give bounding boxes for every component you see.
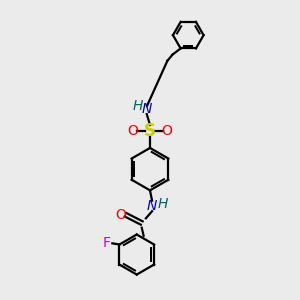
Text: H: H [132, 99, 142, 113]
Text: H: H [158, 196, 168, 211]
Text: O: O [115, 208, 126, 222]
Text: O: O [162, 124, 172, 138]
Text: F: F [103, 236, 111, 250]
Text: S: S [144, 122, 156, 140]
Text: N: N [142, 102, 152, 116]
Text: N: N [147, 199, 157, 213]
Text: O: O [128, 124, 138, 138]
